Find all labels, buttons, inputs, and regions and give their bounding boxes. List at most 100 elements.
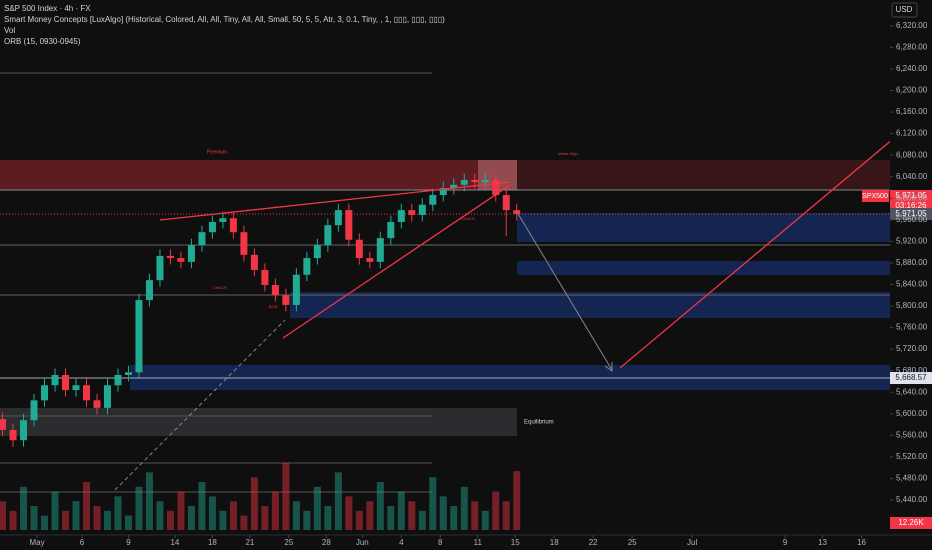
y-tick-label: 6,120.00 <box>896 129 928 138</box>
premium-extension <box>517 160 890 190</box>
y-tick-label: 5,960.00 <box>896 215 928 224</box>
volume-bar <box>261 506 269 530</box>
candle-body <box>471 179 479 183</box>
volume-label: 12.26K <box>898 518 924 527</box>
x-tick-label: 25 <box>284 538 293 547</box>
candle-body <box>208 221 216 233</box>
candle-body <box>250 254 258 270</box>
candle-body <box>271 285 279 296</box>
candle-body <box>376 238 384 262</box>
candle-body <box>408 210 416 215</box>
candle-body <box>114 374 122 386</box>
volume-bar <box>114 496 122 530</box>
volume-bar <box>418 510 426 530</box>
volume-bar <box>376 482 384 530</box>
volume-bar <box>208 496 216 530</box>
y-tick-label: 5,800.00 <box>896 301 928 310</box>
candle-body <box>418 204 426 215</box>
volume-bar <box>513 471 521 530</box>
volume-bar <box>240 515 248 530</box>
demand-zone <box>290 292 890 318</box>
candle-body <box>303 258 311 275</box>
volume-bar <box>0 501 7 530</box>
marks <box>0 173 521 530</box>
demand-zone <box>517 261 890 275</box>
volume-bar <box>229 501 237 530</box>
candle-body <box>324 225 332 246</box>
volume-bar <box>177 491 185 530</box>
x-tick-label: 6 <box>80 538 85 547</box>
candle-body <box>292 274 300 305</box>
candle-body <box>198 232 206 246</box>
y-tick-label: 5,480.00 <box>896 474 928 483</box>
volume-bar <box>82 482 90 530</box>
volume-bar <box>502 501 510 530</box>
volume-bar <box>460 486 468 530</box>
x-tick-label: May <box>29 538 44 547</box>
y-tick-label: 5,720.00 <box>896 344 928 353</box>
x-tick-label: Jul <box>687 538 697 547</box>
y-tick-label: 5,760.00 <box>896 323 928 332</box>
candle-body <box>41 385 49 401</box>
last-price-box <box>890 190 932 212</box>
volume-bar <box>9 510 17 530</box>
candle-body <box>334 210 342 226</box>
candle-body <box>156 255 164 281</box>
candle-body <box>51 374 59 386</box>
candle-body <box>9 429 17 441</box>
candle-body <box>93 400 101 408</box>
candle-body <box>502 195 510 211</box>
x-tick-label: 9 <box>783 538 788 547</box>
currency-box[interactable] <box>891 2 918 18</box>
candle-body <box>145 280 153 301</box>
y-tick-label: 5,880.00 <box>896 258 928 267</box>
prev-price-box <box>890 208 932 220</box>
projection-line <box>619 117 919 369</box>
volume-bar <box>156 501 164 530</box>
currency: USD <box>896 5 913 14</box>
volume-bar <box>124 515 132 530</box>
annotation: Weak High <box>558 151 578 156</box>
y-tick-label: 5,440.00 <box>896 495 928 504</box>
level-box <box>890 372 932 384</box>
x-tick-label: 15 <box>511 538 520 547</box>
candle-body <box>72 385 80 391</box>
countdown: 03:16:26 <box>895 201 927 210</box>
candle-body <box>0 419 7 430</box>
annotation: Premium <box>207 149 227 155</box>
volume-bar <box>135 486 143 530</box>
volume-bar <box>282 462 290 530</box>
volume-bar <box>145 472 153 530</box>
volume-bar <box>334 472 342 530</box>
volume-bar <box>492 491 500 530</box>
volume-bar <box>41 515 49 530</box>
y-tick-label: 6,280.00 <box>896 43 928 52</box>
y-tick-label: 5,600.00 <box>896 409 928 418</box>
y-tick-label: 6,200.00 <box>896 86 928 95</box>
volume-bar <box>30 506 38 530</box>
candle-body <box>229 218 237 233</box>
volume-bar <box>366 501 374 530</box>
last-price: 5,971.05 <box>895 191 927 200</box>
annotation: Equilibrium <box>524 420 554 426</box>
candle-body <box>62 374 70 391</box>
candle-body <box>439 188 447 196</box>
x-tick-label: 13 <box>818 538 827 547</box>
candle-body <box>313 245 321 259</box>
candle-body <box>397 210 405 222</box>
y-tick-label: 5,560.00 <box>896 430 928 439</box>
y-tick-label: 5,840.00 <box>896 280 928 289</box>
candle-body <box>282 295 290 305</box>
y-tick-label: 6,040.00 <box>896 172 928 181</box>
volume-bar <box>103 510 111 530</box>
y-tick-label: 5,920.00 <box>896 236 928 245</box>
volume-bar <box>303 510 311 530</box>
volume-bar <box>408 501 416 530</box>
y-tick-label: 5,640.00 <box>896 387 928 396</box>
candle-body <box>387 221 395 239</box>
candle-body <box>20 420 28 441</box>
annotation: CHoCH <box>461 216 475 221</box>
volume-bar <box>345 496 353 530</box>
candle-body <box>124 372 132 375</box>
